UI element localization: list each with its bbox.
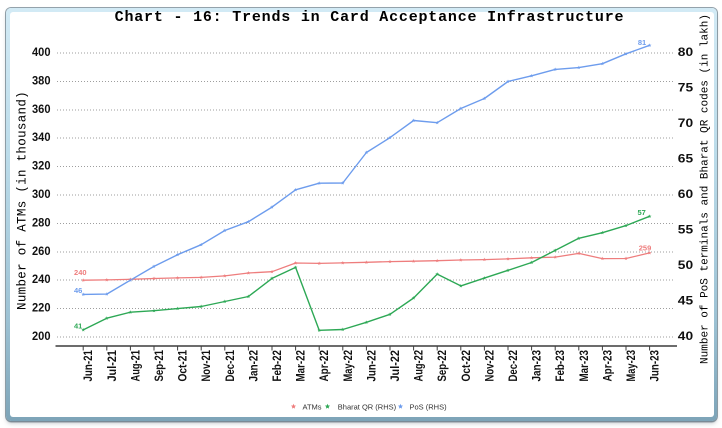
svg-text:57: 57: [638, 208, 646, 217]
svg-text:Dec-21: Dec-21: [223, 350, 237, 382]
svg-text:300: 300: [32, 187, 51, 201]
svg-text:Jan-22: Jan-22: [246, 350, 260, 382]
svg-text:259: 259: [639, 244, 652, 253]
svg-text:Aug-22: Aug-22: [412, 350, 426, 382]
svg-text:May-23: May-23: [624, 350, 638, 382]
svg-text:Nov-22: Nov-22: [482, 350, 496, 382]
svg-text:Sep-22: Sep-22: [435, 350, 449, 382]
svg-text:May-22: May-22: [341, 350, 355, 382]
svg-text:220: 220: [32, 301, 51, 315]
svg-text:41: 41: [74, 322, 82, 331]
svg-text:Feb-23: Feb-23: [553, 350, 567, 382]
svg-text:Sep-21: Sep-21: [152, 350, 166, 382]
svg-text:Number of PoS terminals and Bh: Number of PoS terminals and Bharat QR co…: [700, 14, 712, 364]
svg-text:75: 75: [678, 81, 694, 95]
svg-text:Jul-21: Jul-21: [105, 350, 119, 382]
svg-text:Bharat QR (RHS): Bharat QR (RHS): [338, 403, 397, 412]
svg-text:Nov-21: Nov-21: [199, 350, 213, 382]
svg-text:260: 260: [32, 244, 51, 258]
svg-text:200: 200: [32, 329, 51, 343]
svg-text:340: 340: [32, 130, 51, 144]
svg-text:240: 240: [74, 268, 87, 277]
svg-text:80: 80: [678, 45, 694, 59]
svg-text:Jan-23: Jan-23: [530, 350, 544, 382]
svg-text:55: 55: [678, 223, 694, 237]
svg-text:PoS (RHS): PoS (RHS): [410, 403, 448, 412]
svg-text:Oct-22: Oct-22: [459, 350, 473, 382]
svg-text:45: 45: [678, 294, 694, 308]
svg-text:280: 280: [32, 215, 51, 229]
svg-text:81: 81: [638, 38, 646, 47]
svg-text:50: 50: [678, 258, 694, 272]
svg-text:380: 380: [32, 73, 51, 87]
svg-text:ATMs: ATMs: [303, 403, 322, 412]
svg-text:Jul-22: Jul-22: [388, 350, 402, 382]
svg-text:Oct-21: Oct-21: [176, 350, 190, 382]
svg-text:70: 70: [678, 116, 694, 130]
svg-text:Dec-22: Dec-22: [506, 350, 520, 382]
svg-text:Aug-21: Aug-21: [128, 350, 142, 382]
svg-text:Mar-22: Mar-22: [294, 350, 308, 382]
svg-text:Chart - 16: Trends in Card Acc: Chart - 16: Trends in Card Acceptance In…: [115, 9, 625, 26]
svg-text:Jun-23: Jun-23: [648, 350, 662, 382]
svg-text:46: 46: [74, 286, 82, 295]
svg-text:Apr-22: Apr-22: [317, 350, 331, 382]
svg-text:360: 360: [32, 102, 51, 116]
svg-text:Feb-22: Feb-22: [270, 350, 284, 382]
svg-text:400: 400: [32, 45, 51, 59]
svg-text:60: 60: [678, 187, 694, 201]
svg-text:Apr-23: Apr-23: [600, 350, 614, 382]
svg-text:Number of ATMs (in thousand): Number of ATMs (in thousand): [15, 91, 29, 310]
svg-text:Jun-22: Jun-22: [364, 350, 378, 382]
svg-text:240: 240: [32, 272, 51, 286]
svg-text:320: 320: [32, 159, 51, 173]
svg-text:Mar-23: Mar-23: [577, 350, 591, 382]
svg-text:Jun-21: Jun-21: [81, 350, 95, 382]
svg-text:40: 40: [678, 329, 694, 343]
svg-text:65: 65: [678, 152, 694, 166]
